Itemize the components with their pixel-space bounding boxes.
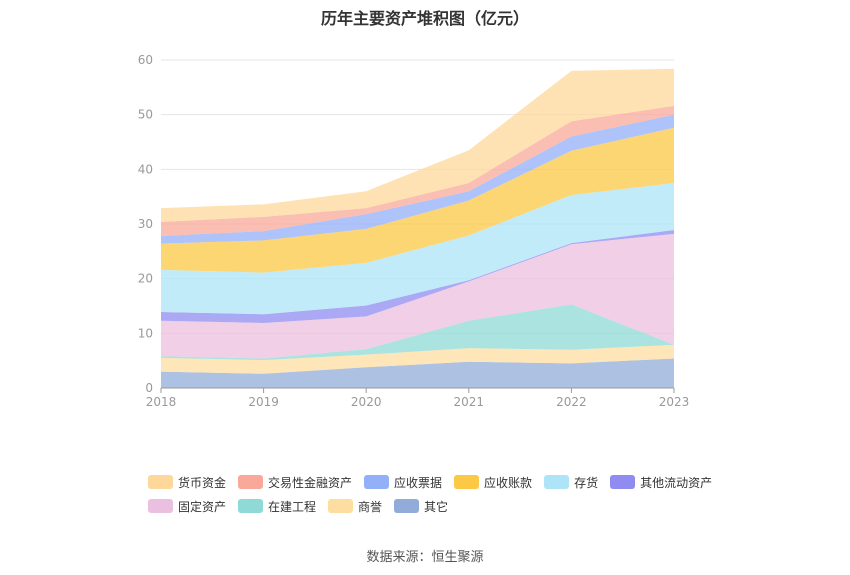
- legend-item[interactable]: 交易性金融资产: [238, 470, 352, 494]
- legend-swatch: [238, 499, 264, 513]
- legend-label: 应收账款: [484, 475, 533, 490]
- legend-item[interactable]: 其它: [394, 494, 448, 518]
- y-tick-label: 50: [138, 108, 153, 122]
- x-tick-label: 2020: [351, 395, 382, 409]
- legend-item[interactable]: 货币资金: [148, 470, 226, 494]
- legend-item[interactable]: 商誉: [328, 494, 382, 518]
- legend-item[interactable]: 其他流动资产: [610, 470, 712, 494]
- data-source: 数据来源：恒生聚源: [366, 550, 484, 565]
- legend-label: 在建工程: [268, 499, 317, 514]
- area-应收票据: [161, 114, 674, 244]
- legend-label: 其它: [424, 499, 449, 514]
- y-tick-label: 10: [138, 326, 153, 340]
- legend-label: 应收票据: [394, 475, 443, 490]
- legend-label: 固定资产: [178, 499, 227, 514]
- legend-item[interactable]: 存货: [544, 470, 598, 494]
- legend-label: 存货: [574, 475, 599, 490]
- chart-title: 历年主要资产堆积图（亿元）: [320, 9, 529, 28]
- legend-swatch: [544, 475, 570, 489]
- area-其他流动资产: [161, 230, 674, 323]
- area-存货: [161, 183, 674, 315]
- x-tick-label: 2022: [556, 395, 587, 409]
- area-其它: [161, 358, 674, 388]
- legend-label: 交易性金融资产: [268, 475, 353, 490]
- legend-row: 固定资产 在建工程 商誉 其它: [148, 494, 768, 518]
- area-货币资金: [161, 68, 674, 222]
- legend-label: 商誉: [358, 499, 383, 514]
- legend-label: 货币资金: [178, 475, 227, 490]
- x-tick-label: 2018: [146, 395, 177, 409]
- legend-swatch: [610, 475, 636, 489]
- legend-item[interactable]: 应收票据: [364, 470, 442, 494]
- x-tick-label: 2021: [454, 395, 485, 409]
- legend-swatch: [394, 499, 420, 513]
- legend-swatch: [454, 475, 480, 489]
- legend-swatch: [364, 475, 390, 489]
- legend-row: 货币资金 交易性金融资产 应收票据 应收账款 存货 其他流动资产: [148, 470, 768, 494]
- area-商誉: [161, 344, 674, 374]
- legend-swatch: [328, 499, 354, 513]
- y-tick-label: 30: [138, 217, 153, 231]
- legend-item[interactable]: 应收账款: [454, 470, 532, 494]
- x-tick-label: 2019: [248, 395, 279, 409]
- legend-item[interactable]: 固定资产: [148, 494, 226, 518]
- legend-label: 其他流动资产: [640, 475, 713, 490]
- area-在建工程: [161, 304, 674, 361]
- legend-item[interactable]: 在建工程: [238, 494, 316, 518]
- x-tick-label: 2023: [659, 395, 690, 409]
- y-tick-label: 60: [138, 53, 153, 67]
- legend-swatch: [148, 499, 173, 513]
- area-应收账款: [161, 127, 674, 273]
- y-tick-label: 20: [138, 272, 153, 286]
- y-tick-label: 40: [138, 162, 153, 176]
- y-tick-label: 0: [145, 381, 153, 395]
- chart-legend: 货币资金 交易性金融资产 应收票据 应收账款 存货 其他流动资产固定资产 在建工程 商誉 其它: [148, 470, 768, 518]
- legend-swatch: [148, 475, 173, 489]
- area-交易性金融资产: [161, 105, 674, 237]
- legend-swatch: [238, 475, 264, 489]
- area-固定资产: [161, 233, 674, 359]
